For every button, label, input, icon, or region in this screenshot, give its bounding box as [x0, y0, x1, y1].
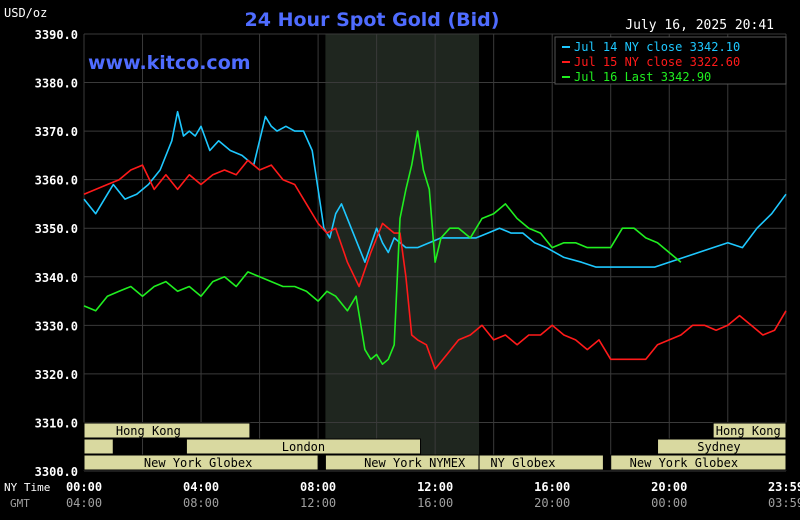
session-label: London	[282, 440, 325, 454]
ny-time-tick-label: 16:00	[534, 480, 570, 494]
series-line-2	[83, 130, 682, 366]
session-label: Hong Kong	[116, 424, 181, 438]
y-tick-label: 3330.0	[35, 319, 78, 333]
session-bar	[83, 438, 114, 455]
watermark-url: www.kitco.com	[88, 52, 251, 74]
gmt-tick-label: 16:00	[417, 496, 453, 510]
session-bar	[712, 422, 787, 439]
y-tick-label: 3310.0	[35, 416, 78, 430]
legend-entry: Jul 15 NY close 3322.60	[574, 55, 740, 69]
ny-time-tick-label: 00:00	[66, 480, 102, 494]
gmt-tick-label: 04:00	[66, 496, 102, 510]
y-tick-label: 3370.0	[35, 125, 78, 139]
session-label: Hong Kong	[716, 424, 781, 438]
market-sessions: Hong Kong Hong Kong London Sydney New York G…	[83, 422, 787, 471]
legend-box	[554, 36, 787, 85]
session-bar	[610, 454, 787, 471]
ny-time-axis-label: NY Time	[4, 481, 50, 494]
session-label: New York NYMEX	[364, 456, 466, 470]
y-axis-unit-label: USD/oz	[4, 6, 47, 20]
y-tick-label: 3350.0	[35, 222, 78, 236]
session-bar	[83, 422, 251, 439]
session-label: New York Globex	[630, 456, 738, 470]
session-label: New York Globex	[144, 456, 252, 470]
session-bar	[83, 454, 319, 471]
gmt-tick-label: 12:00	[300, 496, 336, 510]
ny-time-tick-label: 20:00	[651, 480, 687, 494]
y-tick-label: 3300.0	[35, 465, 78, 479]
gmt-tick-label: 08:00	[183, 496, 219, 510]
legend-entry: Jul 16 Last 3342.90	[574, 70, 711, 84]
session-bar	[478, 454, 604, 471]
legend-entry: Jul 14 NY close 3342.10	[574, 40, 740, 54]
ny-time-tick-label: 04:00	[183, 480, 219, 494]
gmt-tick-label: 00:00	[651, 496, 687, 510]
ny-time-tick-label: 12:00	[417, 480, 453, 494]
y-tick-label: 3380.0	[35, 77, 78, 91]
series-line-1	[83, 159, 787, 370]
session-bar	[657, 438, 787, 455]
series-lines	[83, 110, 787, 370]
y-tick-label: 3360.0	[35, 174, 78, 188]
chart-title: 24 Hour Spot Gold (Bid)	[245, 9, 500, 31]
gmt-axis-label: GMT	[10, 497, 30, 510]
gmt-tick-label: 03:59	[768, 496, 800, 510]
grid	[83, 33, 787, 472]
session-label: NY Globex	[490, 456, 555, 470]
session-label: Sydney	[697, 440, 740, 454]
series-line-0	[83, 110, 787, 268]
ny-time-tick-label: 23:59	[768, 480, 800, 494]
y-tick-label: 3340.0	[35, 271, 78, 285]
session-bar	[185, 438, 422, 455]
axes: 3300.0 3310.0 3320.0 3330.0 3340.0 3350.0 3360…	[35, 28, 800, 510]
gmt-tick-label: 20:00	[534, 496, 570, 510]
ny-time-tick-label: 08:00	[300, 480, 336, 494]
y-tick-label: 3390.0	[35, 28, 78, 42]
chart-datetime: July 16, 2025 20:41	[625, 18, 774, 33]
y-tick-label: 3320.0	[35, 368, 78, 382]
